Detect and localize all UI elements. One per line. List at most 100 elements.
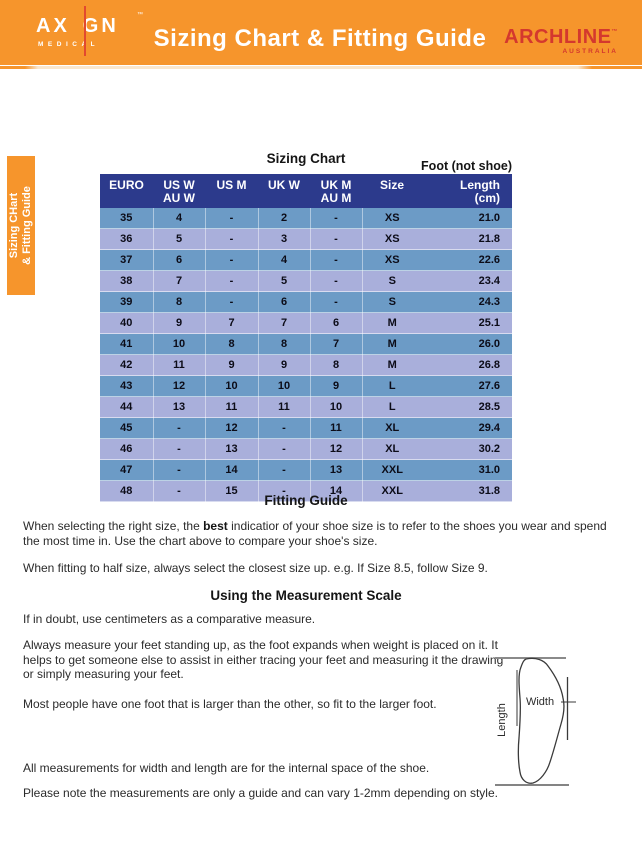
table-cell: 21.0 [422,208,512,229]
table-cell: - [258,438,311,460]
table-cell: 31.0 [422,459,512,481]
table-cell: 28.5 [422,396,512,418]
table-cell: 42 [100,354,154,376]
measurement-title: Using the Measurement Scale [210,588,402,603]
col-label: UK M [320,178,352,192]
fitting-guide-title: Fitting Guide [264,493,348,508]
table-cell: 44 [100,396,154,418]
table-cell: L [362,375,422,397]
table-cell: 8 [258,333,311,355]
col-sublabel [100,192,153,205]
sizing-chart-title: Sizing Chart [266,151,346,166]
axign-wordmark-right: GN [82,15,119,37]
table-cell: 7 [153,270,206,292]
table-cell: 14 [310,480,363,502]
table-cell: 5 [153,228,206,250]
measurement-para-4: All measurements for width and length ar… [23,761,430,775]
table-cell: 11 [205,396,259,418]
table-row: 40 9 7 7 6 M 25.1 [100,312,512,334]
col-size: Size [362,174,422,208]
col-sublabel [205,192,258,205]
table-cell: 25.1 [422,312,512,334]
col-label: UK W [268,178,300,192]
col-sublabel: AU M [320,191,352,205]
col-sublabel: AU W [163,191,195,205]
table-cell: 8 [153,291,206,313]
table-row: 45-12-11 XL 29.4 [100,417,512,439]
table-cell: - [205,249,259,271]
fitting-guide-para-2: When fitting to half size, always select… [23,561,488,575]
table-cell: 9 [310,375,363,397]
table-cell: XS [362,228,422,250]
table-header-row: EURO US W AU W US M UK W UK M AU M Size Le… [100,174,512,208]
width-label: Width [526,696,554,708]
table-row: 48-15-14 XXL 31.8 [100,480,512,502]
table-cell: 27.6 [422,375,512,397]
table-cell: - [205,208,259,229]
axign-wordmark: AX GN [36,14,119,38]
table-cell: 9 [205,354,259,376]
para-text: indicatior of your shoe size is to refer… [23,519,607,548]
table-cell: XS [362,249,422,271]
table-cell: XL [362,438,422,460]
table-cell: 7 [310,333,363,355]
col-label: Size [379,178,404,192]
table-cell: 10 [205,375,259,397]
table-cell: 37 [100,249,154,271]
table-cell: XS [362,208,422,229]
table-cell: 4 [258,249,311,271]
table-cell: XXL [362,480,422,502]
table-cell: 35 [100,208,154,229]
table-cell: 29.4 [422,417,512,439]
archline-wordmark: ARCHLINE™ [504,22,618,47]
table-cell: - [310,228,363,250]
table-row: 44 13 11 11 10 L 28.5 [100,396,512,418]
table-cell: 11 [153,354,206,376]
side-tab-line1: Sizing CHart [8,192,20,259]
para-text: When selecting the right size, the [23,519,204,533]
measurement-para-3: Most people have one foot that is larger… [23,697,437,711]
col-length: Length (cm) [422,174,512,208]
table-cell: 13 [310,459,363,481]
table-cell: 10 [310,396,363,418]
col-label: Length [460,178,500,192]
measurement-para-1: If in doubt, use centimeters as a compar… [23,612,316,626]
table-cell: 45 [100,417,154,439]
table-cell: - [258,417,311,439]
sizing-table: EURO US W AU W US M UK W UK M AU M Size Le… [100,174,512,502]
table-cell: 14 [205,459,259,481]
table-cell: XXL [362,459,422,481]
table-cell: 10 [258,375,311,397]
table-row: 36 5-3- XS 21.8 [100,228,512,250]
foot-outline [517,657,565,784]
axign-red-line [84,6,86,56]
table-cell: 4 [153,208,206,229]
table-cell: L [362,396,422,418]
table-cell: 46 [100,438,154,460]
table-cell: 41 [100,333,154,355]
col-us-m: US M [205,174,258,208]
col-sublabel [258,192,310,205]
table-cell: 9 [258,354,311,376]
table-cell: 31.8 [422,480,512,502]
table-cell: 10 [153,333,206,355]
foot-not-shoe-note: Foot (not shoe) [421,159,512,173]
table-cell: 6 [310,312,363,334]
table-cell: 36 [100,228,154,250]
header-bar: AX GN ™ MEDICAL Sizing Chart & Fitting G… [0,0,642,65]
side-tab-line2: & Fitting Guide [21,186,33,265]
table-cell: - [310,270,363,292]
table-cell: - [258,459,311,481]
table-cell: 13 [153,396,206,418]
table-cell: 40 [100,312,154,334]
table-cell: - [205,270,259,292]
table-cell: 43 [100,375,154,397]
measurement-para-5: Please note the measurements are only a … [23,786,498,800]
col-uk-w: UK W [258,174,310,208]
table-cell: 26.0 [422,333,512,355]
table-row: 47-14-13 XXL 31.0 [100,459,512,481]
table-cell: - [153,459,206,481]
table-cell: 8 [310,354,363,376]
table-cell: - [153,438,206,460]
